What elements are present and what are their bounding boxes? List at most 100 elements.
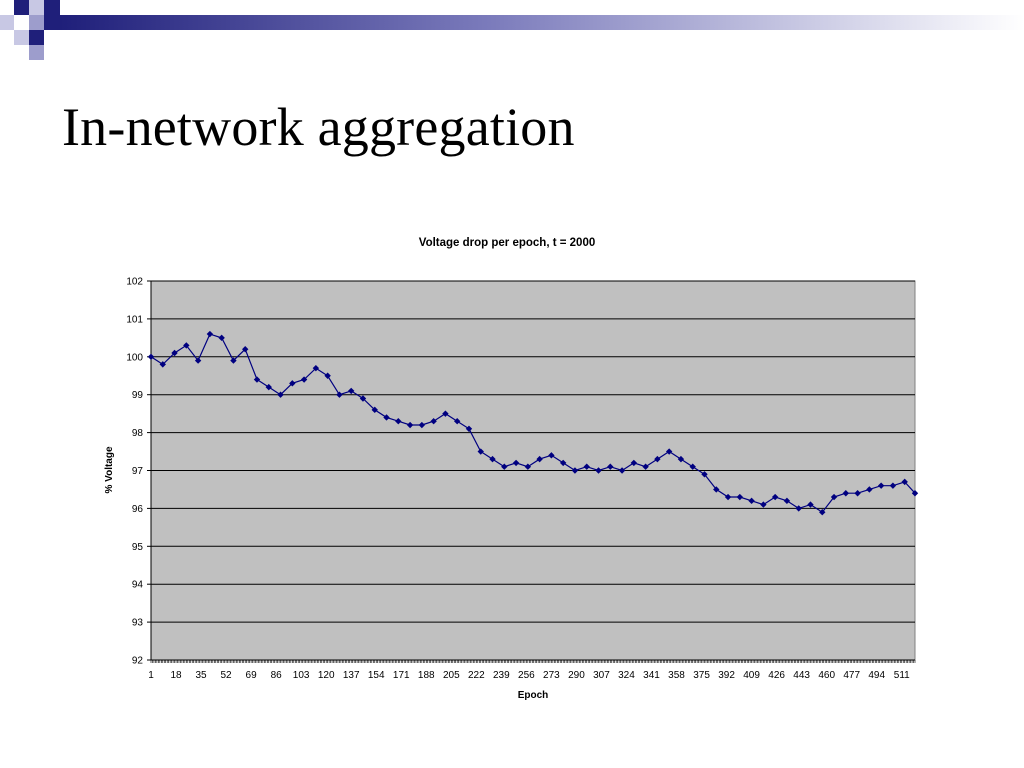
data-point <box>277 391 284 398</box>
x-tick-label: 120 <box>318 670 335 681</box>
data-point <box>901 478 908 486</box>
data-point <box>218 334 225 342</box>
y-axis-ticks: 92 93 94 95 96 97 98 99 100 101 102 <box>126 277 151 667</box>
x-tick-label: 477 <box>843 670 860 681</box>
data-point <box>795 505 802 512</box>
data-point <box>159 361 166 368</box>
deco-square <box>14 0 29 15</box>
slide-corner-decoration <box>0 0 1024 60</box>
data-point <box>501 463 508 470</box>
deco-square <box>44 15 60 30</box>
y-tick-label: 95 <box>132 542 144 553</box>
deco-square <box>29 15 44 30</box>
data-point <box>147 353 155 360</box>
x-axis-ticks: 1 18 35 52 69 86 103 120 137 154 171 188 205 222 239 25… <box>148 660 916 681</box>
data-point <box>713 486 720 493</box>
data-point <box>512 459 520 467</box>
x-tick-label: 375 <box>693 670 710 681</box>
data-point <box>395 418 402 425</box>
x-tick-label: 86 <box>271 670 283 681</box>
x-tick-label: 290 <box>568 670 585 681</box>
data-point <box>418 421 426 429</box>
data-point <box>242 346 249 353</box>
x-tick-label: 358 <box>668 670 685 681</box>
x-tick-label: 222 <box>468 670 485 681</box>
data-point <box>866 486 873 493</box>
deco-square <box>44 0 60 15</box>
data-point <box>595 467 602 474</box>
data-point <box>359 395 367 402</box>
data-point <box>842 490 850 497</box>
y-tick-label: 101 <box>126 314 143 325</box>
deco-square <box>14 30 29 45</box>
x-tick-label: 426 <box>768 670 785 681</box>
deco-square <box>29 0 44 15</box>
deco-square <box>0 0 14 14</box>
y-tick-label: 96 <box>132 504 144 515</box>
data-point <box>583 463 590 470</box>
data-point <box>677 455 685 463</box>
data-point <box>253 376 261 383</box>
y-tick-label: 100 <box>126 352 143 363</box>
x-tick-label: 392 <box>718 670 735 681</box>
x-tick-label: 256 <box>518 670 535 681</box>
data-point <box>453 418 461 425</box>
data-point <box>630 459 638 467</box>
x-tick-label: 1 <box>148 670 154 681</box>
data-point <box>889 482 897 489</box>
x-tick-label: 18 <box>170 670 182 681</box>
data-point <box>689 463 696 470</box>
data-point <box>771 493 779 501</box>
data-point <box>383 414 390 421</box>
data-point <box>265 383 272 391</box>
series-voltage <box>147 330 919 516</box>
data-point <box>701 471 708 478</box>
data-point <box>312 364 320 372</box>
data-point <box>300 376 308 383</box>
x-tick-label: 171 <box>393 670 410 681</box>
deco-square <box>29 30 44 45</box>
x-tick-label: 409 <box>743 670 760 681</box>
x-tick-label: 137 <box>343 670 360 681</box>
data-point <box>289 380 296 387</box>
data-point <box>642 463 649 470</box>
data-point <box>618 467 626 474</box>
data-point <box>830 493 838 501</box>
x-tick-label: 69 <box>246 670 258 681</box>
gridlines <box>151 280 915 623</box>
x-tick-label: 460 <box>818 670 835 681</box>
data-point <box>348 387 355 395</box>
deco-square <box>0 15 14 30</box>
x-tick-label: 273 <box>543 670 560 681</box>
data-point <box>430 418 437 425</box>
slide-title: In-network aggregation <box>62 97 575 157</box>
data-point <box>571 467 579 474</box>
data-point <box>819 508 826 516</box>
data-point <box>489 455 496 463</box>
x-tick-label: 307 <box>593 670 610 681</box>
data-point <box>783 497 791 505</box>
x-tick-label: 103 <box>293 670 310 681</box>
x-tick-label: 341 <box>643 670 660 681</box>
data-point <box>324 372 331 379</box>
data-point <box>807 501 814 508</box>
x-tick-label: 35 <box>195 670 207 681</box>
y-tick-label: 94 <box>132 580 144 591</box>
y-tick-label: 97 <box>132 466 144 477</box>
deco-square <box>29 45 44 60</box>
x-tick-label: 52 <box>221 670 233 681</box>
data-point <box>548 452 555 459</box>
chart-title: Voltage drop per epoch, t = 2000 <box>419 237 596 249</box>
data-point <box>206 330 214 338</box>
data-point <box>654 455 661 463</box>
x-tick-label: 154 <box>368 670 385 681</box>
data-point <box>465 425 473 433</box>
data-point <box>911 490 919 497</box>
data-point <box>559 459 567 467</box>
data-point <box>607 463 614 470</box>
x-tick-label: 205 <box>443 670 460 681</box>
data-point <box>736 493 744 501</box>
y-tick-label: 93 <box>132 618 144 629</box>
y-tick-label: 102 <box>126 277 143 288</box>
